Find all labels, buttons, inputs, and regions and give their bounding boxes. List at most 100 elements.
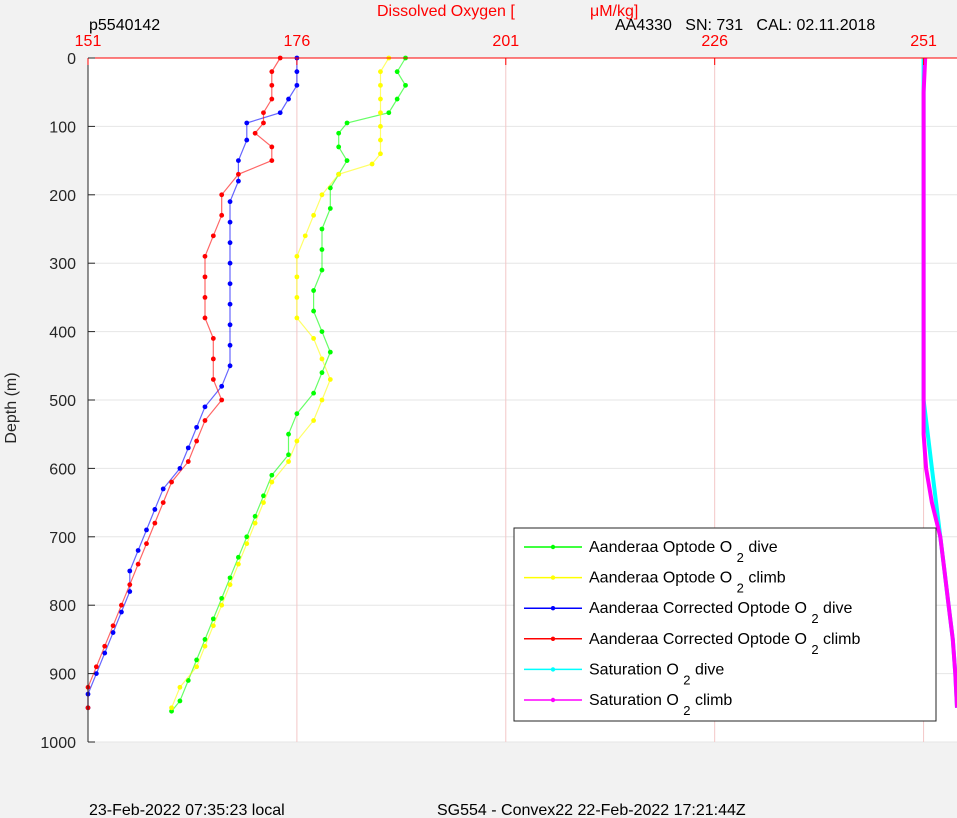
series-1-point-13	[294, 253, 300, 259]
series-1-point-14	[294, 274, 300, 280]
legend-label-2: Aanderaa Corrected Optode O 2 dive	[589, 600, 852, 626]
legend-label-3: Aanderaa Corrected Optode O 2 climb	[589, 631, 860, 657]
series-1-point-10	[319, 192, 325, 198]
series-2-point-9	[227, 199, 233, 205]
series-0-point-31	[210, 616, 216, 622]
series-line-5	[921, 57, 957, 708]
series-2-point-5	[244, 120, 250, 126]
series-0-point-3	[394, 96, 400, 102]
series-0-point-32	[202, 637, 208, 642]
series-2-point-27	[127, 568, 133, 574]
series-1-point-30	[219, 602, 225, 608]
series-3-point-12	[210, 233, 216, 239]
series-0-point-18	[327, 349, 333, 355]
y-tick-label-5: 500	[49, 393, 76, 410]
series-0-point-36	[169, 708, 174, 714]
series-3-point-29	[127, 582, 133, 588]
series-3-point-23	[185, 459, 191, 464]
axes: 151 176 201 226 251 0 100 200 300 400 500 600 700 800…	[40, 33, 957, 752]
series-3-point-22	[194, 438, 200, 444]
series-1	[169, 55, 392, 711]
series-0-point-20	[311, 390, 317, 396]
series-2-point-2	[294, 82, 300, 88]
series-3-point-10	[219, 192, 225, 198]
y-tick-label-2: 200	[49, 188, 76, 205]
series-1-point-27	[244, 541, 250, 547]
legend-marker-2	[550, 606, 556, 611]
series-2-point-16	[227, 342, 233, 348]
series-3-point-13	[202, 253, 208, 259]
series-2-point-7	[236, 158, 241, 164]
series-1-point-8	[369, 161, 375, 167]
legend-label-4: Saturation O 2 dive	[589, 661, 724, 687]
series-2-point-30	[110, 630, 116, 635]
series-2-point-31	[102, 650, 108, 656]
series-1-point-3	[378, 96, 383, 102]
series-0-point-8	[344, 158, 350, 164]
series-0-point-23	[286, 452, 291, 458]
series-3-point-1	[269, 69, 275, 75]
series-group	[85, 55, 957, 714]
series-2-point-32	[93, 671, 99, 676]
series-1-point-16	[294, 315, 300, 321]
series-0-point-13	[319, 247, 325, 252]
series-1-point-34	[177, 684, 183, 690]
series-2-point-21	[185, 445, 191, 451]
legend-label-5: Saturation O 2 climb	[589, 692, 732, 718]
series-3-point-14	[202, 274, 208, 280]
series-2-point-1	[294, 69, 300, 75]
series-3	[85, 55, 283, 711]
series-1-point-18	[319, 356, 325, 362]
series-0-point-22	[286, 431, 291, 437]
y-tick-label-4: 400	[49, 325, 76, 342]
series-0-point-33	[194, 657, 200, 663]
series-2-point-26	[135, 548, 141, 553]
series-3-point-27	[144, 541, 149, 547]
legend-box	[513, 527, 937, 722]
footer-local-time: 23-Feb-2022 07:35:23 local	[89, 802, 285, 818]
series-2-point-6	[244, 137, 250, 143]
series-2-point-23	[160, 486, 166, 492]
series-0-point-1	[394, 69, 400, 75]
series-0-point-17	[319, 329, 325, 334]
series-3-point-2	[269, 82, 275, 88]
series-0-point-6	[336, 130, 342, 136]
series-1-point-19	[327, 377, 333, 382]
series-2-point-13	[227, 281, 233, 287]
series-3-point-32	[102, 643, 108, 649]
series-0-point-15	[311, 288, 317, 293]
series-5	[921, 57, 957, 708]
series-3-point-19	[210, 377, 216, 382]
series-1-point-26	[252, 520, 258, 526]
series-3-point-17	[210, 336, 216, 341]
series-3-point-26	[152, 520, 158, 526]
series-3-point-33	[93, 664, 99, 670]
series-0-point-30	[219, 595, 225, 601]
series-3-point-3	[269, 96, 275, 102]
series-0-point-28	[236, 554, 241, 560]
series-1-point-22	[294, 438, 300, 444]
series-0-point-27	[244, 534, 250, 540]
legend-label-0: Aanderaa Optode O 2 dive	[589, 539, 778, 565]
series-0-point-35	[177, 698, 183, 704]
series-3-point-31	[110, 623, 116, 629]
series-3-point-15	[202, 295, 208, 300]
series-2-point-25	[144, 527, 149, 533]
series-2-point-28	[127, 589, 133, 594]
series-0-point-24	[269, 472, 275, 478]
series-1-point-29	[227, 582, 233, 588]
legend-marker-0	[550, 544, 556, 550]
series-3-point-11	[219, 212, 225, 218]
series-1-point-12	[302, 233, 308, 239]
series-1-point-24	[269, 479, 275, 485]
legend-marker-5	[550, 697, 556, 703]
legend: Aanderaa Optode O 2 dive Aanderaa Optode …	[513, 527, 937, 722]
series-3-point-28	[135, 561, 141, 567]
series-1-point-20	[319, 397, 325, 403]
series-2-point-24	[152, 507, 158, 512]
series-3-point-18	[210, 356, 216, 362]
series-0-point-25	[261, 493, 266, 499]
y-tick-label-6: 600	[49, 461, 76, 478]
series-3-point-25	[160, 500, 166, 505]
